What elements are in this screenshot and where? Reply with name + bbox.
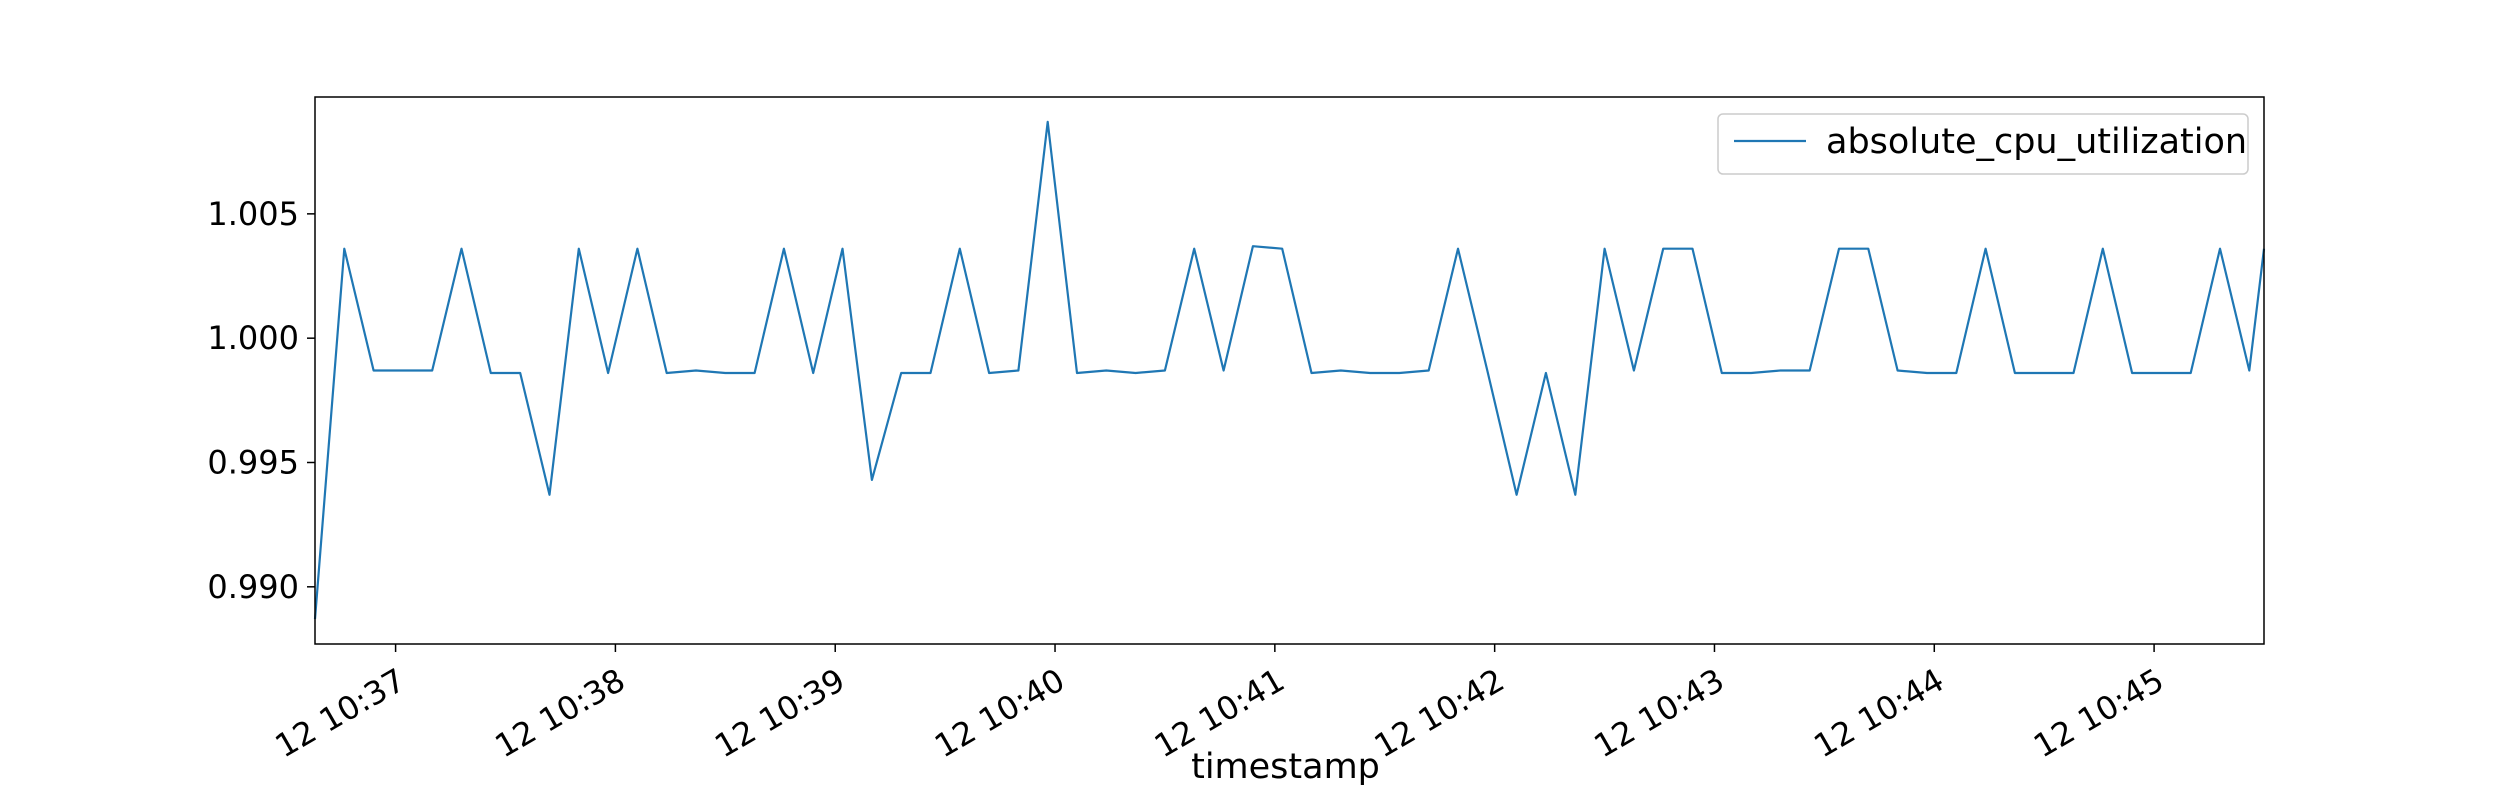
x-axis-title: timestamp — [1191, 747, 1380, 787]
legend-label: absolute_cpu_utilization — [1826, 122, 2247, 162]
x-tick-label: 12 10:40 — [928, 661, 1071, 765]
plot-series — [313, 120, 2266, 620]
y-tick-label: 0.995 — [207, 443, 299, 481]
x-tick-label: 12 10:45 — [2027, 661, 2170, 765]
legend-box — [1717, 113, 2249, 175]
y-tick-label: 1.000 — [207, 319, 299, 357]
x-tick-label: 12 10:37 — [269, 661, 412, 765]
x-tick-label: 12 10:43 — [1588, 661, 1731, 765]
plot-area-frame — [314, 96, 2265, 645]
series-line-absolute_cpu_utilization — [313, 120, 2266, 620]
x-tick-label: 12 10:39 — [708, 661, 851, 765]
x-tick-label: 12 10:38 — [488, 661, 631, 765]
y-axis-ticks: 0.990 0.995 1.000 1.005 — [207, 195, 315, 606]
y-tick-label: 0.990 — [207, 568, 299, 606]
x-tick-label: 12 10:42 — [1368, 661, 1511, 765]
legend: absolute_cpu_utilization — [1717, 113, 2249, 175]
x-tick-label: 12 10:44 — [1807, 661, 1950, 765]
y-tick-label: 1.005 — [207, 195, 299, 233]
